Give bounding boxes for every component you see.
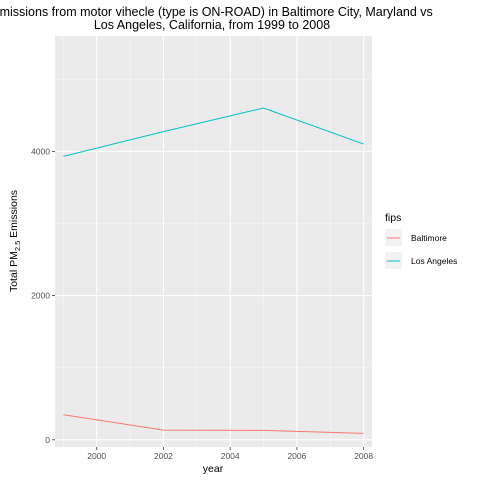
y-axis-title-end: Emissions (8, 190, 20, 241)
y-axis-title-subscript: 2.5 (13, 241, 22, 251)
x-tick-label: 2000 (87, 451, 106, 461)
y-tick-label: 4000 (31, 146, 50, 156)
x-axis-title: year (203, 463, 224, 475)
x-tick-label: 2004 (221, 451, 240, 461)
y-axis-title: Total PM2.5 Emissions (8, 190, 22, 292)
chart-title-line-1: Emissions from motor vihecle (type is ON… (0, 5, 433, 19)
legend-label: Los Angeles (411, 256, 457, 266)
x-tick-label: 2008 (354, 451, 373, 461)
x-axis-ticks: 2000 2002 2004 2006 2008 (87, 447, 373, 461)
legend: fips Baltimore Los Angeles (385, 212, 457, 269)
chart-title-line-2: Los Angeles, California, from 1999 to 20… (94, 18, 330, 32)
plot-panel (55, 36, 372, 447)
y-tick-label: 0 (45, 435, 50, 445)
y-tick-label: 2000 (31, 291, 50, 301)
y-axis-title-main: Total PM (8, 251, 20, 292)
x-tick-label: 2006 (287, 451, 306, 461)
y-axis-ticks: 0 2000 4000 (31, 146, 55, 444)
legend-title: fips (385, 212, 401, 224)
legend-label: Baltimore (411, 233, 447, 243)
x-tick-label: 2002 (154, 451, 173, 461)
